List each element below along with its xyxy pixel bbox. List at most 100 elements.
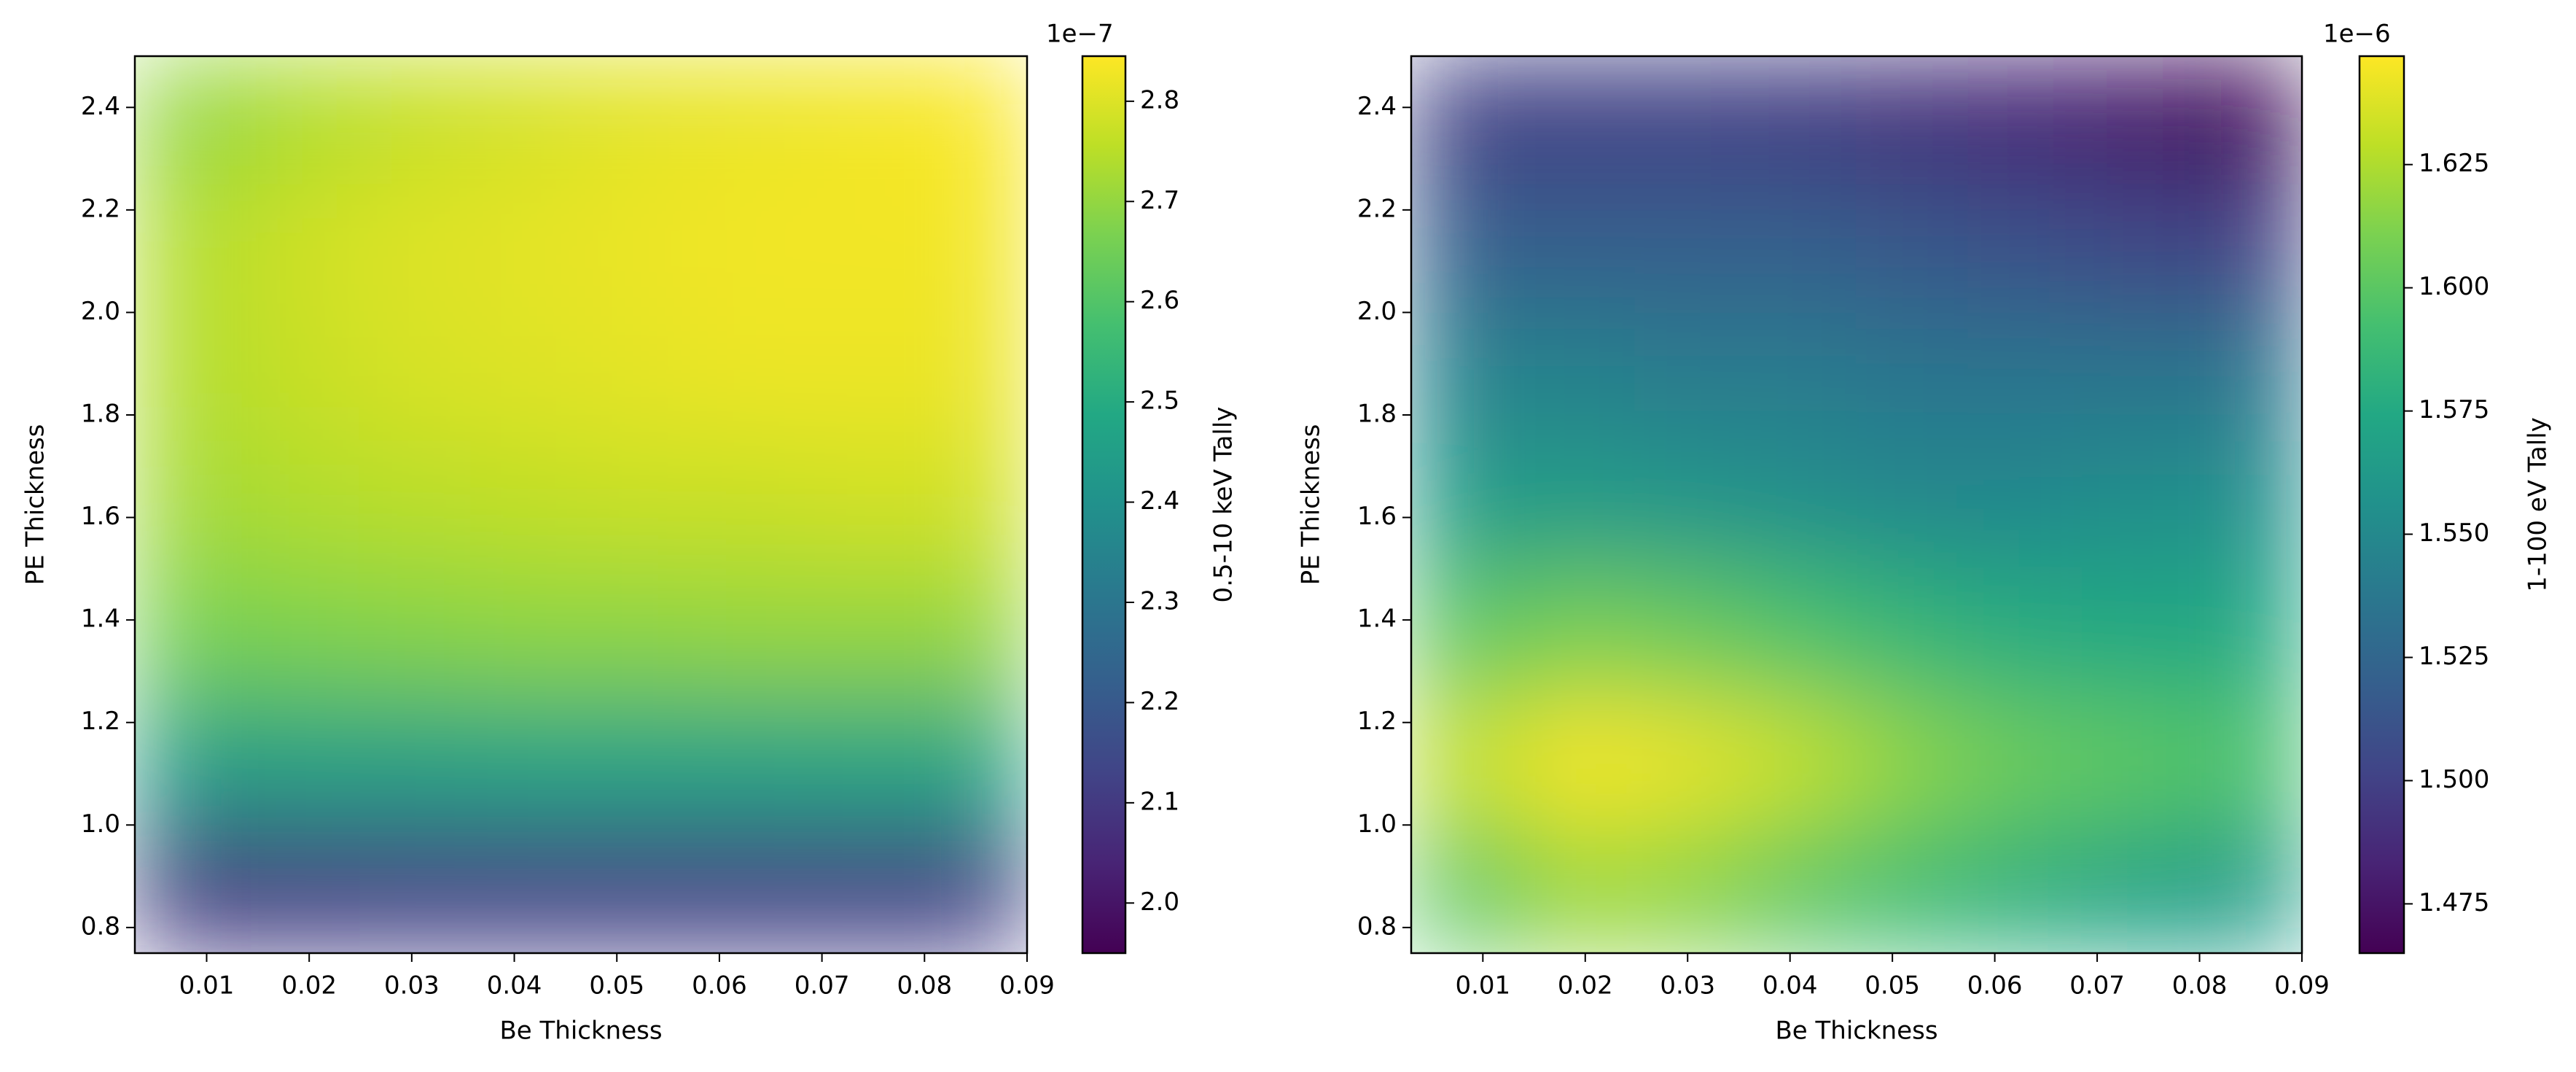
colorbar-label: 1-100 eV Tally [2524,417,2553,592]
heatmap-cell [804,184,916,313]
y-tick-label: 2.0 [81,297,120,326]
heatmap-cell [692,312,805,441]
heatmap-cells [134,56,1029,954]
heatmap-cell [1410,696,1523,826]
heatmap-cell [1522,696,1634,826]
y-tick-label: 2.2 [81,194,120,223]
heatmap-cell [469,696,582,826]
colorbar-tick-label: 2.7 [1140,186,1179,215]
heatmap-cell [358,56,470,185]
heatmap-cell [1967,56,2080,185]
x-tick-label: 0.01 [1455,971,1510,1001]
heatmap-cell [916,568,1029,698]
x-tick-label: 0.05 [1865,971,1920,1001]
heatmap-cell [1522,312,1634,441]
heatmap-cell [1856,696,1968,826]
heatmap-cell [1745,696,1858,826]
heatmap-cell [1522,56,1634,185]
colorbar-tick-label: 2.0 [1140,887,1179,917]
heatmap-cell [580,696,692,826]
heatmap-cell [1967,696,2080,826]
heatmap-cell [1634,825,1746,954]
heatmap-cell [916,184,1029,313]
colorbar-tick-label: 1.600 [2419,272,2489,301]
heatmap-cell [246,568,359,698]
heatmap-cell [2079,440,2191,570]
heatmap-cell [134,825,246,954]
heatmap-cell [804,825,916,954]
heatmap-cell [469,312,582,441]
heatmap-cell [246,825,359,954]
heatmap-cells [1410,56,2303,954]
x-tick-label: 0.04 [487,971,542,1001]
heatmap-cell [1856,184,1968,313]
heatmap-cell [804,696,916,826]
heatmap-cell [2190,568,2303,698]
heatmap-cell [358,825,470,954]
heatmap-cell [1410,56,1523,185]
y-tick-label: 1.4 [1357,605,1397,634]
heatmap-cell [358,568,470,698]
colorbar-tick-label: 1.500 [2419,765,2489,794]
heatmap-cell [358,696,470,826]
heatmap-cell [1634,568,1746,698]
heatmap-cell [2079,312,2191,441]
heatmap-cell [916,696,1029,826]
heatmap-cell [469,56,582,185]
heatmap-cell [916,825,1029,954]
heatmap-cell [1634,312,1746,441]
heatmap-cell [692,440,805,570]
heatmap-cell [580,440,692,570]
y-tick-label: 2.2 [1357,194,1397,223]
x-tick-label: 0.02 [1558,971,1613,1001]
heatmap-cell [246,696,359,826]
heatmap-cell [1745,440,1858,570]
heatmap-cell [1634,696,1746,826]
colorbar-tick-label: 2.5 [1140,387,1179,416]
heatmap-cell [804,312,916,441]
colorbar-tick-label: 1.475 [2419,888,2489,917]
heatmap-cell [1745,825,1858,954]
heatmap-cell [580,568,692,698]
y-tick-label: 1.6 [1357,502,1397,531]
heatmap-cell [358,184,470,313]
heatmap-cell [1634,184,1746,313]
colorbar-tick-label: 1.525 [2419,642,2489,671]
y-tick-label: 2.0 [1357,297,1397,326]
heatmap-cell [1745,56,1858,185]
heatmap-cell [1410,184,1523,313]
heatmap-cell [804,56,916,185]
heatmap-cell [804,440,916,570]
heatmap-cell [1856,440,1968,570]
x-tick-label: 0.03 [384,971,440,1001]
heatmap-cell [1410,312,1523,441]
plot-frame [1410,55,2303,955]
heatmap-cell [2079,184,2191,313]
heatmap-cell [469,825,582,954]
x-tick-label: 0.03 [1660,971,1715,1001]
heatmap-cell [2190,440,2303,570]
colorbar [2358,55,2405,955]
x-tick-label: 0.08 [897,971,952,1001]
heatmap-cell [469,568,582,698]
plot-frame [133,55,1029,955]
x-tick-label: 0.07 [2069,971,2125,1001]
y-axis-label: PE Thickness [1297,424,1326,586]
heatmap-cell [2190,312,2303,441]
heatmap-cell [916,312,1029,441]
x-tick-label: 0.04 [1763,971,1818,1001]
heatmap-cell [246,312,359,441]
y-tick-label: 1.0 [81,809,120,839]
x-tick-label: 0.09 [2274,971,2330,1001]
heatmap-cell [2190,184,2303,313]
heatmap-cell [358,440,470,570]
heatmap-cell [1522,440,1634,570]
heatmap-cell [1856,312,1968,441]
x-tick-label: 0.07 [795,971,850,1001]
heatmap-cell [1410,440,1523,570]
y-axis-label: PE Thickness [21,424,50,586]
x-axis-label: Be Thickness [499,1017,662,1046]
heatmap-cell [1634,56,1746,185]
colorbar-offset: 1e−7 [1046,20,1114,49]
